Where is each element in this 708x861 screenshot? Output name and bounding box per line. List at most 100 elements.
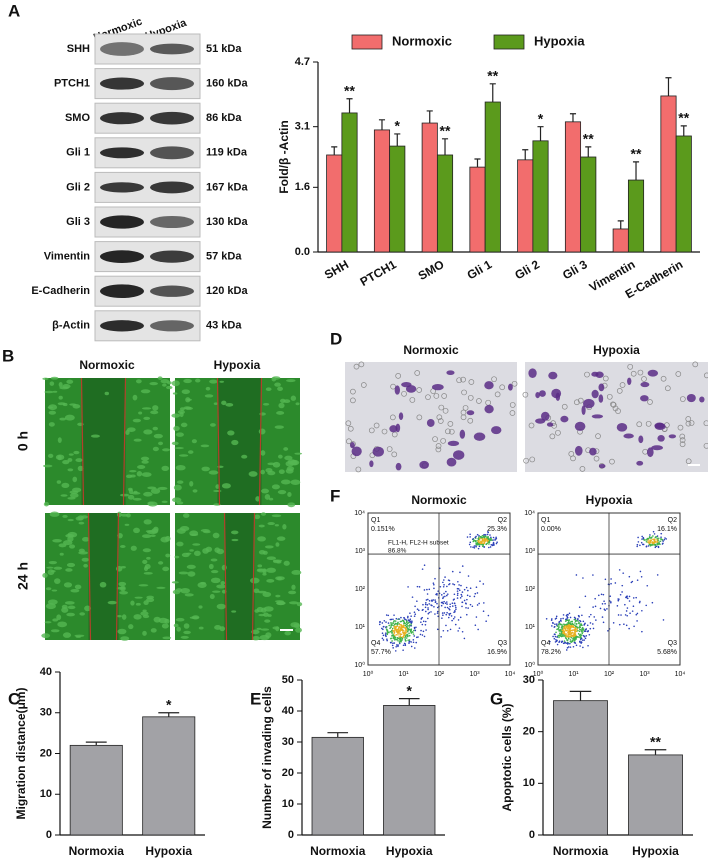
- cell: [68, 544, 76, 549]
- cell: [52, 390, 58, 393]
- event-dot: [436, 602, 438, 605]
- event-dot: [396, 644, 398, 646]
- pore: [606, 393, 613, 400]
- pore: [346, 438, 352, 445]
- event-dot: [482, 610, 485, 613]
- event-dot: [645, 545, 648, 548]
- pore: [499, 384, 506, 391]
- event-dot: [483, 536, 486, 539]
- event-dot: [661, 538, 663, 541]
- event-dot: [408, 634, 411, 637]
- cell: [262, 591, 272, 598]
- event-dot: [585, 635, 588, 637]
- event-dot: [651, 542, 654, 544]
- cell: [72, 476, 78, 483]
- event-dot: [647, 537, 650, 540]
- event-dot: [436, 610, 439, 613]
- pore: [593, 455, 600, 462]
- cell: [137, 464, 146, 469]
- blot-band: [100, 147, 144, 159]
- event-dot: [619, 593, 622, 596]
- event-dot: [479, 580, 481, 582]
- event-dot: [568, 624, 570, 627]
- cell: [176, 480, 184, 484]
- pore: [595, 433, 601, 439]
- pore: [660, 375, 667, 382]
- event-dot: [393, 636, 395, 638]
- event-dot: [402, 624, 405, 627]
- bar: [142, 716, 196, 836]
- event-dot: [558, 625, 560, 627]
- cell: [58, 395, 63, 400]
- event-dot: [452, 617, 455, 620]
- cell: [52, 539, 62, 543]
- event-dot: [647, 541, 649, 543]
- event-dot: [632, 605, 635, 608]
- event-dot: [628, 595, 631, 598]
- invaded-cell: [395, 462, 402, 471]
- pore: [627, 363, 634, 370]
- event-dot: [403, 617, 405, 619]
- event-dot: [641, 538, 643, 540]
- pore: [461, 389, 467, 396]
- event-dot: [395, 625, 398, 628]
- significance: **: [678, 110, 689, 126]
- bar: [517, 159, 534, 253]
- flow-x-tick: 10⁰: [363, 670, 374, 678]
- blot-band: [150, 111, 194, 125]
- event-dot: [554, 623, 556, 625]
- event-dot: [443, 592, 445, 595]
- cell: [173, 425, 180, 432]
- cell: [162, 636, 172, 640]
- error-bar: [85, 741, 107, 746]
- event-dot: [482, 583, 485, 585]
- cell: [143, 491, 153, 497]
- event-dot: [416, 608, 419, 610]
- event-dot: [406, 629, 408, 631]
- cell: [160, 379, 170, 384]
- pore: [414, 370, 421, 376]
- event-dot: [426, 604, 429, 606]
- event-dot: [556, 628, 558, 631]
- event-dot: [384, 634, 387, 636]
- event-dot: [491, 539, 493, 542]
- pore: [442, 407, 449, 414]
- flow-y-tick: 10²: [525, 586, 536, 593]
- event-dot: [660, 536, 662, 538]
- cell: [73, 450, 80, 455]
- event-dot: [407, 619, 410, 621]
- event-dot: [417, 636, 419, 638]
- event-dot: [569, 639, 572, 641]
- y-tick-label: 40: [40, 666, 52, 678]
- cell: [274, 382, 281, 387]
- cell: [241, 454, 248, 459]
- event-dot: [382, 634, 385, 637]
- event-dot: [443, 600, 445, 603]
- significance: **: [583, 131, 594, 147]
- invaded-cell: [581, 405, 586, 415]
- event-dot: [469, 536, 471, 538]
- flow-y-tick: 10⁴: [524, 510, 535, 517]
- event-dot: [391, 644, 394, 647]
- cell: [260, 450, 266, 456]
- event-dot: [601, 616, 604, 618]
- error-bar: [569, 690, 592, 701]
- event-dot: [478, 536, 480, 538]
- event-dot: [396, 623, 399, 626]
- cell: [151, 528, 159, 534]
- x-tick-label: SMO: [416, 257, 447, 283]
- event-dot: [569, 634, 571, 636]
- event-dot: [621, 591, 623, 593]
- event-dot: [415, 626, 417, 629]
- significance: **: [650, 733, 661, 749]
- y-tick-label: 20: [523, 726, 535, 738]
- pore: [610, 401, 616, 408]
- event-dot: [580, 637, 583, 640]
- pore: [555, 429, 561, 436]
- cell: [216, 584, 227, 589]
- cell: [129, 469, 137, 473]
- event-dot: [487, 539, 490, 542]
- cell: [47, 406, 53, 409]
- cell: [172, 497, 182, 503]
- event-dot: [653, 543, 656, 546]
